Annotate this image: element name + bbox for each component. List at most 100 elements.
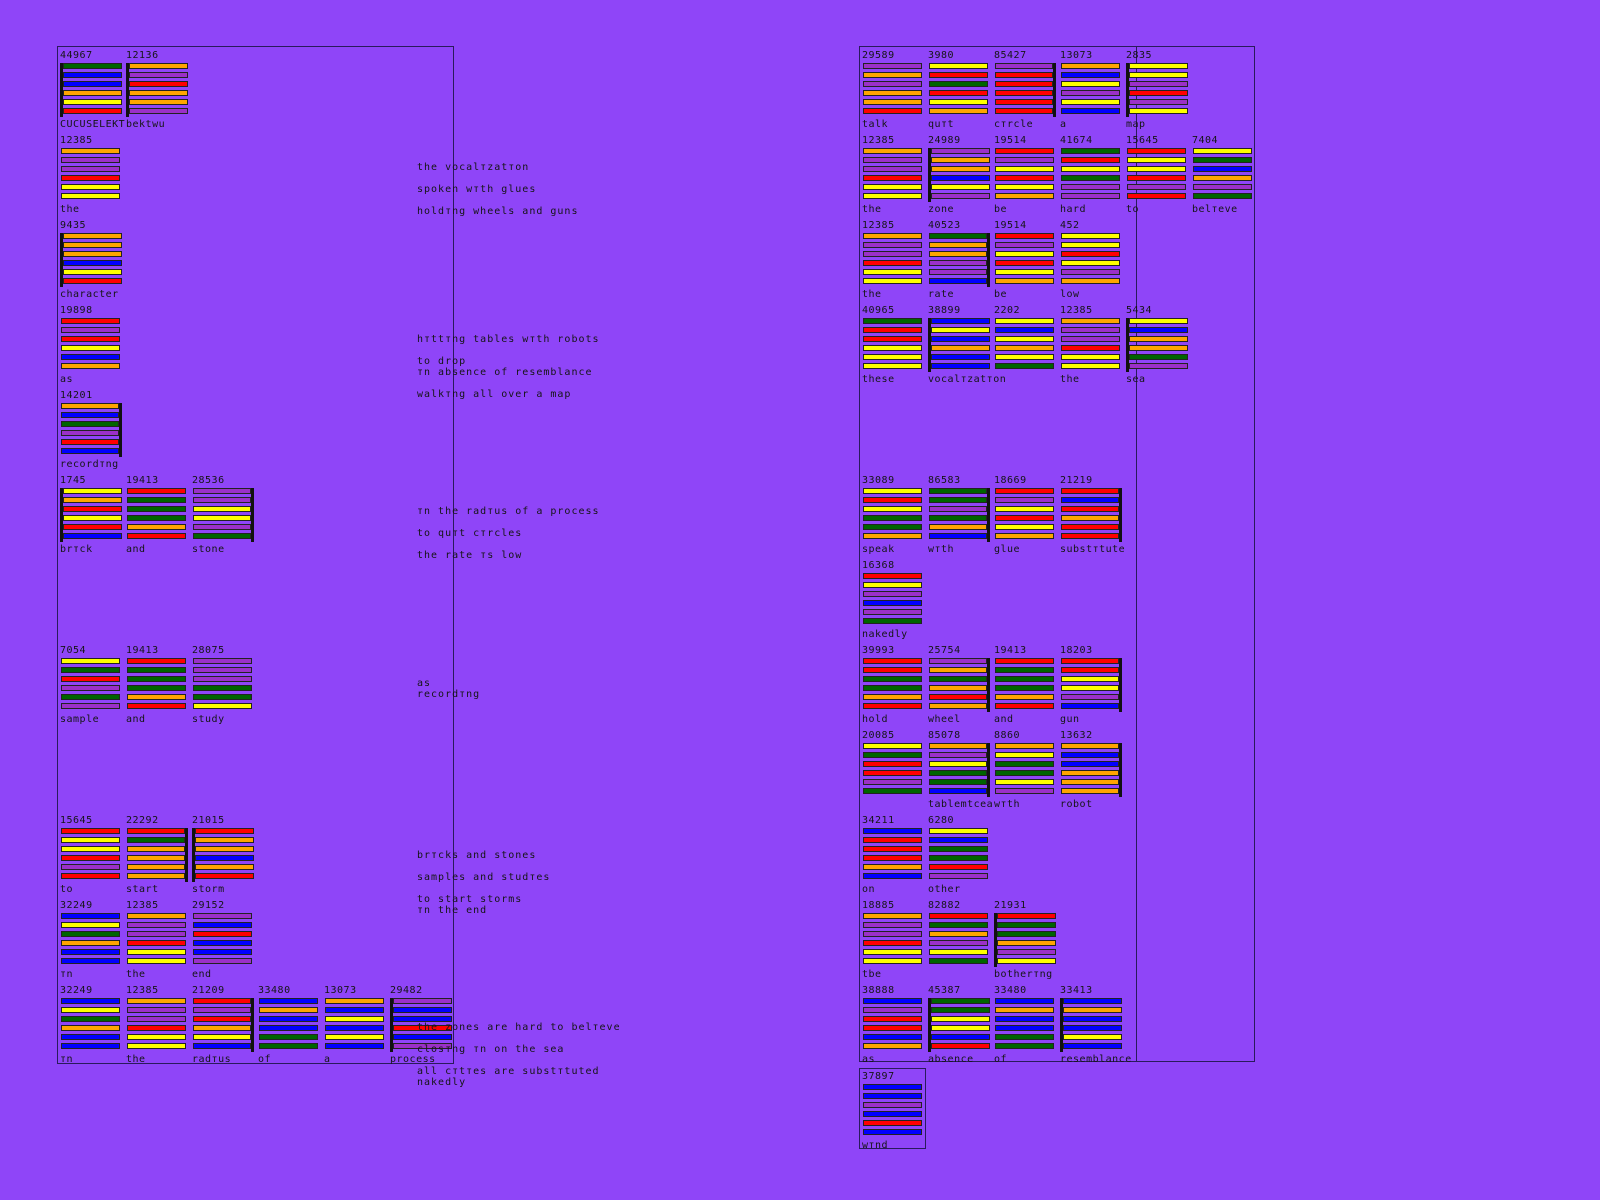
word-number: 22292	[126, 815, 159, 826]
stripe	[1063, 998, 1122, 1004]
stripe	[863, 958, 922, 964]
stripe	[863, 148, 922, 154]
stripe	[1061, 658, 1119, 664]
word-number: 18885	[862, 900, 895, 911]
word-number: 38888	[862, 985, 895, 996]
word-number: 5434	[1126, 305, 1153, 316]
word-number: 13073	[1060, 50, 1093, 61]
stripe	[61, 846, 120, 852]
color-stripes	[863, 1084, 922, 1138]
word-label: quтt	[928, 119, 955, 130]
stripe	[863, 318, 922, 324]
stripe	[863, 497, 922, 503]
color-stripes	[1061, 63, 1120, 117]
stripe	[931, 193, 990, 199]
stripe	[931, 354, 990, 360]
stripe	[1129, 363, 1188, 369]
stripe	[997, 949, 1056, 955]
stripe	[929, 828, 988, 834]
stripe	[1063, 1025, 1122, 1031]
stripe	[61, 837, 120, 843]
stripe	[63, 533, 122, 539]
word-glyph: 21209 radтus	[190, 985, 254, 1069]
color-stripes	[1061, 658, 1122, 712]
stripe	[63, 269, 122, 275]
stripe	[195, 828, 254, 834]
stripe	[929, 497, 987, 503]
stripe	[61, 157, 120, 163]
stripe	[863, 327, 922, 333]
stripe	[863, 828, 922, 834]
stripe	[61, 931, 120, 937]
stripe	[61, 1025, 120, 1031]
stripe	[929, 743, 987, 749]
stripe	[929, 949, 988, 955]
stripe	[61, 318, 120, 324]
word-glyph: 20085	[860, 730, 922, 814]
word-number: 41674	[1060, 135, 1093, 146]
word-glyph: 37897 wтnd	[860, 1071, 922, 1155]
color-stripes	[1060, 998, 1122, 1052]
stripe	[61, 1034, 120, 1040]
word-glyph: 6280 other	[926, 815, 988, 899]
stripe	[325, 1034, 384, 1040]
word-number: 3980	[928, 50, 955, 61]
stripe	[995, 524, 1054, 530]
word-label: wтnd	[862, 1140, 889, 1151]
word-number: 39993	[862, 645, 895, 656]
color-stripes	[61, 828, 120, 882]
poem-line: тn the end	[417, 905, 488, 916]
stripe	[61, 439, 119, 445]
stripe	[863, 108, 922, 114]
word-number: 29152	[192, 900, 225, 911]
stripe	[61, 403, 119, 409]
word-number: 8860	[994, 730, 1021, 741]
word-label: the	[126, 969, 146, 980]
color-stripes	[863, 233, 922, 287]
stripe	[193, 998, 251, 1004]
word-number: 20085	[862, 730, 895, 741]
stripe	[929, 515, 987, 521]
word-glyph: 33089 speak	[860, 475, 922, 559]
stripe	[127, 694, 186, 700]
stripe	[63, 90, 122, 96]
color-stripes	[995, 658, 1054, 712]
word-label: robot	[1060, 799, 1093, 810]
stripe	[863, 515, 922, 521]
word-label: the	[60, 204, 80, 215]
stripe	[1063, 1007, 1122, 1013]
word-glyph: 2202	[992, 305, 1054, 389]
stripe	[863, 873, 922, 879]
word-glyph: 19413 and	[124, 645, 186, 729]
stripe	[929, 864, 988, 870]
word-label: CUCUSELEKT	[60, 119, 126, 130]
stripe	[1061, 278, 1120, 284]
word-number: 2202	[994, 305, 1021, 316]
stripe	[1061, 703, 1119, 709]
stripe	[863, 743, 922, 749]
stripe	[61, 430, 119, 436]
stripe	[929, 260, 987, 266]
word-number: 2835	[1126, 50, 1153, 61]
word-label: radтus	[192, 1054, 232, 1065]
stripe	[193, 676, 252, 682]
stripe	[61, 998, 120, 1004]
word-label: wтth	[928, 544, 955, 555]
stripe	[931, 1034, 990, 1040]
stripe	[1061, 327, 1120, 333]
stripe	[61, 175, 120, 181]
stripe	[995, 242, 1054, 248]
stripe	[61, 694, 120, 700]
color-stripes	[929, 488, 990, 542]
color-stripes	[1126, 318, 1188, 372]
stripe	[1061, 743, 1119, 749]
stripe	[61, 1016, 120, 1022]
stripe	[63, 72, 122, 78]
word-label: storm	[192, 884, 225, 895]
stripe	[995, 694, 1054, 700]
word-number: 452	[1060, 220, 1080, 231]
stripe	[193, 533, 251, 539]
stripe	[61, 828, 120, 834]
word-number: 37897	[862, 1071, 895, 1082]
word-number: 13632	[1060, 730, 1093, 741]
